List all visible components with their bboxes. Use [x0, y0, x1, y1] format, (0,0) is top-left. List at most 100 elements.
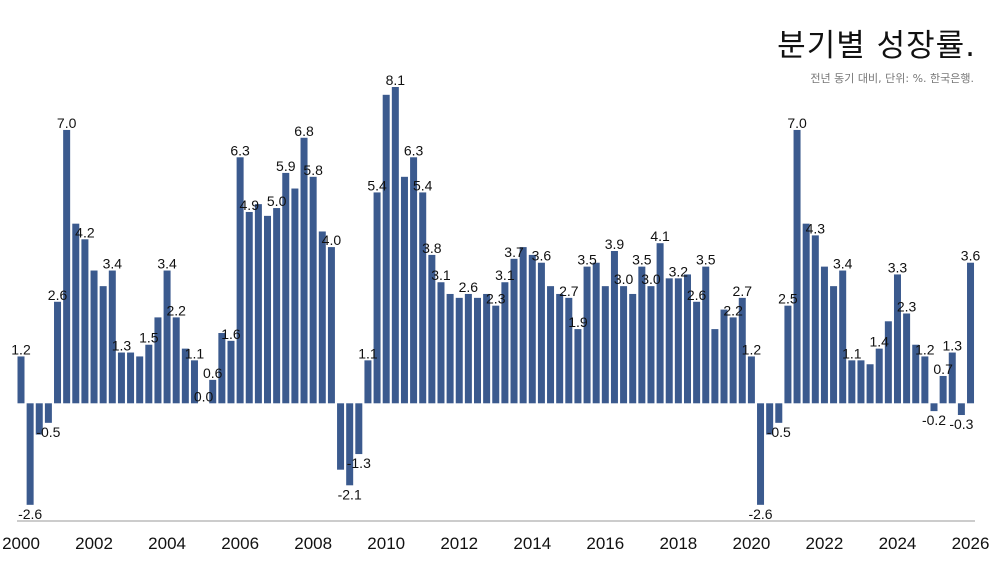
bar [190, 360, 198, 404]
data-label: 6.3 [230, 142, 250, 158]
data-label: 1.1 [358, 345, 378, 361]
data-label: 2.5 [778, 291, 798, 307]
bar [35, 403, 43, 435]
bar [693, 301, 701, 404]
bar [711, 329, 719, 404]
bar [528, 254, 536, 404]
data-label: 2.2 [166, 302, 186, 318]
bar [702, 266, 710, 404]
bar [674, 278, 682, 404]
bar [273, 208, 281, 404]
data-label: 3.7 [504, 244, 524, 260]
bar [254, 204, 262, 404]
bar [437, 282, 445, 404]
data-label: 4.1 [650, 228, 670, 244]
data-label: 5.0 [267, 193, 287, 209]
x-tick-label: 2006 [221, 534, 259, 553]
data-label: -0.2 [922, 412, 946, 428]
bar [63, 129, 71, 404]
bar [309, 176, 317, 404]
data-label: 0.7 [933, 361, 953, 377]
data-label: 1.1 [842, 345, 862, 361]
bar [957, 403, 965, 416]
data-label: 1.9 [568, 314, 588, 330]
bar [820, 266, 828, 404]
bar [337, 403, 345, 470]
data-label: 3.3 [888, 259, 908, 275]
bar [848, 360, 856, 404]
bar [236, 157, 244, 404]
data-label: -2.6 [18, 506, 42, 522]
bar [446, 293, 454, 404]
bar [665, 278, 673, 404]
data-label: 2.7 [559, 283, 579, 299]
bar [54, 301, 62, 404]
x-tick-label: 2024 [879, 534, 917, 553]
data-label: 2.3 [897, 298, 917, 314]
bar [884, 321, 892, 404]
bar [364, 360, 372, 404]
bar [163, 270, 171, 404]
x-tick-label: 2008 [294, 534, 332, 553]
data-label: 3.5 [696, 252, 716, 268]
bar [830, 286, 838, 404]
data-label: 1.5 [139, 330, 159, 346]
bar [967, 262, 975, 404]
bar [227, 340, 235, 404]
data-label: -0.5 [36, 424, 60, 440]
bar [875, 348, 883, 404]
bar [811, 235, 819, 404]
bar [893, 274, 901, 404]
bar [291, 188, 299, 404]
bar [510, 258, 518, 404]
bar [410, 157, 418, 404]
data-label: 3.2 [669, 263, 689, 279]
data-label: 3.4 [833, 256, 853, 272]
bar [601, 286, 609, 404]
bar [592, 262, 600, 404]
bar [720, 309, 728, 404]
data-label: 3.6 [532, 248, 552, 264]
data-label: 4.2 [75, 224, 95, 240]
bar [327, 247, 335, 404]
bar [245, 211, 253, 404]
data-label: 3.9 [605, 236, 625, 252]
bar [656, 243, 664, 404]
bar [373, 192, 381, 404]
bar [556, 293, 564, 404]
bar [391, 86, 399, 404]
bar [117, 352, 125, 404]
bar [492, 305, 500, 404]
bar [44, 403, 52, 423]
bar [738, 297, 746, 404]
bar [474, 297, 481, 404]
data-label: 2.6 [687, 287, 707, 303]
bar [519, 247, 527, 404]
x-tick-label: 2000 [2, 534, 40, 553]
bar [647, 286, 655, 404]
x-tick-label: 2004 [148, 534, 186, 553]
data-label: 0.6 [203, 365, 223, 381]
data-label: 2.6 [48, 287, 68, 303]
data-label: 3.5 [632, 252, 652, 268]
data-label: 2.6 [459, 279, 479, 295]
chart-subtitle: 전년 동기 대비, 단위: %. 한국은행. [810, 72, 974, 85]
data-label: 4.3 [806, 220, 826, 236]
bar [912, 344, 920, 404]
data-label: 8.1 [386, 72, 406, 88]
bar [729, 317, 737, 404]
bar [218, 333, 226, 404]
bar [839, 270, 847, 404]
bar [136, 356, 144, 404]
data-label: 1.2 [11, 341, 31, 357]
x-tick-label: 2016 [586, 534, 624, 553]
bar [921, 356, 929, 404]
bar [903, 313, 911, 404]
x-tick-label: 2014 [513, 534, 551, 553]
bar [209, 379, 217, 404]
bar [939, 375, 947, 404]
bar [99, 286, 107, 404]
x-tick-label: 2002 [75, 534, 113, 553]
data-label: 5.4 [367, 177, 387, 193]
bar [108, 270, 116, 404]
